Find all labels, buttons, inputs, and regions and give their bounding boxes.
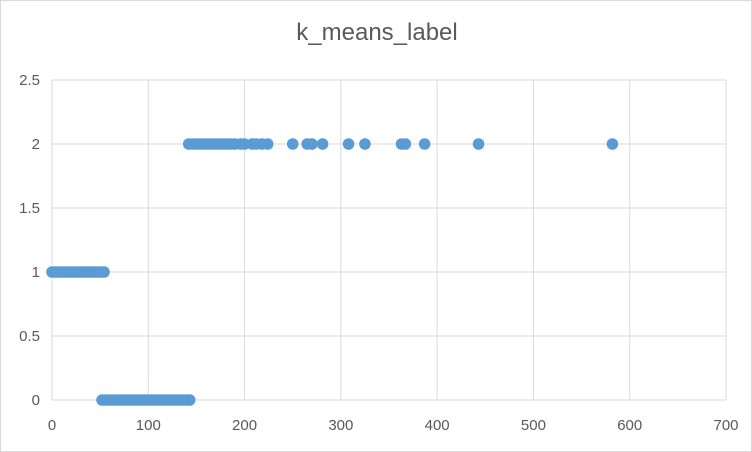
- data-point: [359, 138, 371, 150]
- y-tick-label: 2: [32, 136, 40, 153]
- y-tick-label: 2.5: [19, 72, 40, 89]
- data-point: [306, 138, 318, 150]
- data-point: [342, 138, 355, 150]
- x-tick-label: 500: [521, 417, 546, 434]
- data-point: [418, 138, 431, 150]
- gridlines: [51, 79, 727, 401]
- data-point: [183, 394, 196, 406]
- data-point: [472, 138, 485, 150]
- x-tick-label: 700: [713, 417, 738, 434]
- x-tick-label: 100: [136, 417, 161, 434]
- data-point: [286, 138, 299, 150]
- x-tick-label: 200: [232, 417, 257, 434]
- y-tick-label: 1: [32, 264, 40, 281]
- chart-title: k_means_label: [296, 19, 458, 46]
- data-point: [261, 138, 274, 150]
- x-tick-label: 600: [617, 417, 642, 434]
- x-tick-label: 0: [48, 417, 56, 434]
- x-tick-label: 300: [328, 417, 353, 434]
- data-point: [98, 266, 110, 278]
- y-tick-label: 1.5: [19, 200, 40, 217]
- y-tick-label: 0.5: [19, 328, 40, 345]
- x-tick-label: 400: [425, 417, 450, 434]
- data-point: [606, 138, 619, 150]
- data-points: [46, 138, 619, 406]
- y-tick-label: 0: [32, 392, 40, 409]
- y-axis-ticks: 0 0.5 1 1.5 2 2.5: [19, 72, 40, 409]
- x-axis-ticks: 0 100 200 300 400 500 600 700: [48, 417, 739, 434]
- data-point: [399, 138, 412, 150]
- data-point: [316, 138, 329, 150]
